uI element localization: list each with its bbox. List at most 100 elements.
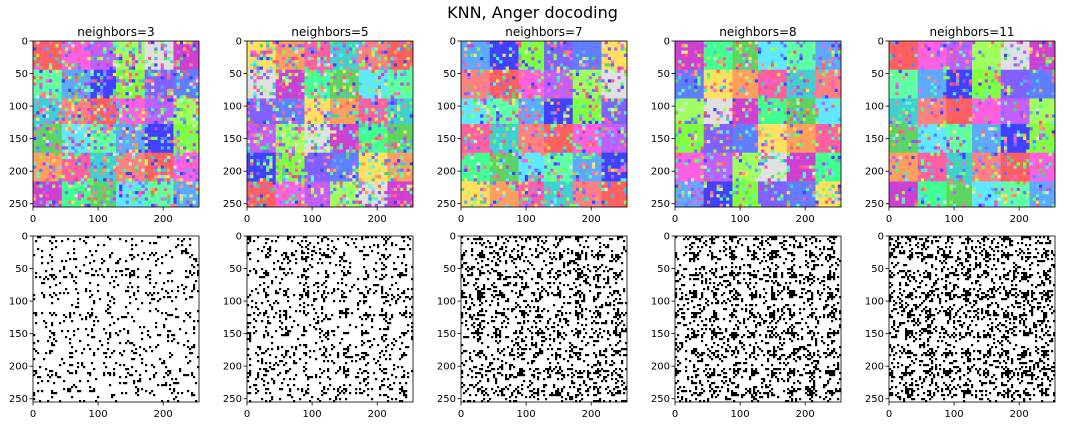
subplot-colormap-5: neighbors=11 0 100 200 0 50 100 150 200 250: [865, 25, 1056, 225]
axes-frame: [460, 40, 628, 208]
axes-frame: [460, 235, 628, 403]
y-tick-label: 150: [865, 329, 884, 340]
subplot-mask-5: 0 100 200 0 50 100 150 200 250: [865, 232, 1056, 420]
y-tick-label: 250: [9, 394, 28, 405]
figure-title: KNN, Anger docoding: [0, 3, 1065, 22]
y-tick-label: 200: [9, 362, 28, 373]
y-tick-label: 0: [236, 232, 242, 243]
y-tick-label: 200: [223, 362, 242, 373]
y-tick-label: 250: [223, 199, 242, 210]
y-tick-label: 0: [878, 37, 884, 48]
x-tick-label: 200: [154, 409, 173, 420]
axes-frame: [246, 40, 414, 208]
subplot-title: neighbors=11: [929, 25, 1014, 39]
y-tick-label: 150: [437, 329, 456, 340]
subplot-image: [889, 236, 1056, 403]
y-tick-label: 100: [223, 297, 242, 308]
x-tick-label: 200: [796, 214, 815, 225]
subplot-mask-2: 0 100 200 0 50 100 150 200 250: [223, 232, 414, 420]
y-tick-label: 150: [223, 329, 242, 340]
y-tick-label: 100: [437, 297, 456, 308]
y-tick-label: 250: [9, 199, 28, 210]
x-tick-label: 100: [89, 409, 108, 420]
y-tick-label: 150: [223, 134, 242, 145]
x-tick-label: 0: [30, 214, 36, 225]
y-tick-label: 150: [651, 329, 670, 340]
subplot-image: [461, 41, 628, 208]
x-tick-label: 0: [886, 409, 892, 420]
axes-frame: [888, 235, 1056, 403]
x-tick-label: 100: [731, 409, 750, 420]
y-tick-label: 50: [871, 264, 884, 275]
y-tick-label: 0: [664, 37, 670, 48]
y-tick-label: 0: [664, 232, 670, 243]
subplot-image: [247, 41, 414, 208]
y-tick-label: 250: [437, 199, 456, 210]
subplot-mask-1: 0 100 200 0 50 100 150 200 250: [9, 232, 200, 420]
subplot-image: [247, 236, 414, 403]
subplot-title: neighbors=5: [291, 25, 368, 39]
x-tick-label: 100: [945, 409, 964, 420]
y-tick-label: 150: [9, 329, 28, 340]
y-tick-label: 200: [437, 167, 456, 178]
x-tick-label: 200: [1010, 214, 1029, 225]
x-tick-label: 0: [244, 214, 250, 225]
y-tick-label: 0: [450, 232, 456, 243]
y-tick-label: 100: [9, 102, 28, 113]
y-tick-label: 200: [223, 167, 242, 178]
y-tick-label: 50: [443, 264, 456, 275]
y-tick-label: 0: [450, 37, 456, 48]
x-tick-label: 0: [672, 409, 678, 420]
subplot-image: [675, 41, 842, 208]
subplot-image: [33, 41, 200, 208]
y-tick-label: 50: [15, 264, 28, 275]
x-tick-label: 0: [244, 409, 250, 420]
x-tick-label: 100: [945, 214, 964, 225]
y-tick-label: 250: [651, 394, 670, 405]
subplot-image: [461, 236, 628, 403]
y-tick-label: 200: [651, 167, 670, 178]
subplot-colormap-1: neighbors=3 0 100 200 0 50 100 150 200 250: [9, 25, 200, 225]
subplot-image: [33, 236, 200, 403]
y-tick-label: 150: [437, 134, 456, 145]
x-tick-label: 200: [154, 214, 173, 225]
x-tick-label: 200: [582, 409, 601, 420]
x-tick-label: 100: [303, 409, 322, 420]
axes-frame: [674, 235, 842, 403]
y-tick-label: 50: [229, 264, 242, 275]
y-tick-label: 200: [9, 167, 28, 178]
subplot-image: [889, 41, 1056, 208]
y-tick-label: 100: [865, 102, 884, 113]
subplot-colormap-3: neighbors=7 0 100 200 0 50 100 150 200 250: [437, 25, 628, 225]
subplot-title: neighbors=8: [719, 25, 796, 39]
y-tick-label: 150: [651, 134, 670, 145]
y-tick-label: 50: [229, 69, 242, 80]
x-tick-label: 0: [458, 214, 464, 225]
x-tick-label: 0: [672, 214, 678, 225]
x-tick-label: 100: [517, 409, 536, 420]
y-tick-label: 250: [865, 394, 884, 405]
subplot-title: neighbors=7: [505, 25, 582, 39]
x-tick-label: 0: [30, 409, 36, 420]
y-tick-label: 50: [871, 69, 884, 80]
subplot-colormap-2: neighbors=5 0 100 200 0 50 100 150 200 250: [223, 25, 414, 225]
y-tick-label: 0: [22, 37, 28, 48]
axes-frame: [674, 40, 842, 208]
y-tick-label: 50: [443, 69, 456, 80]
y-tick-label: 100: [223, 102, 242, 113]
subplot-mask-3: 0 100 200 0 50 100 150 200 250: [437, 232, 628, 420]
y-tick-label: 200: [437, 362, 456, 373]
subplot-mask-4: 0 100 200 0 50 100 150 200 250: [651, 232, 842, 420]
x-tick-label: 100: [517, 214, 536, 225]
y-tick-label: 100: [9, 297, 28, 308]
y-tick-label: 50: [15, 69, 28, 80]
y-tick-label: 100: [865, 297, 884, 308]
subplot-image: [675, 236, 842, 403]
y-tick-label: 150: [9, 134, 28, 145]
axes-frame: [32, 40, 200, 208]
y-tick-label: 250: [223, 394, 242, 405]
x-tick-label: 200: [368, 214, 387, 225]
y-tick-label: 100: [651, 297, 670, 308]
